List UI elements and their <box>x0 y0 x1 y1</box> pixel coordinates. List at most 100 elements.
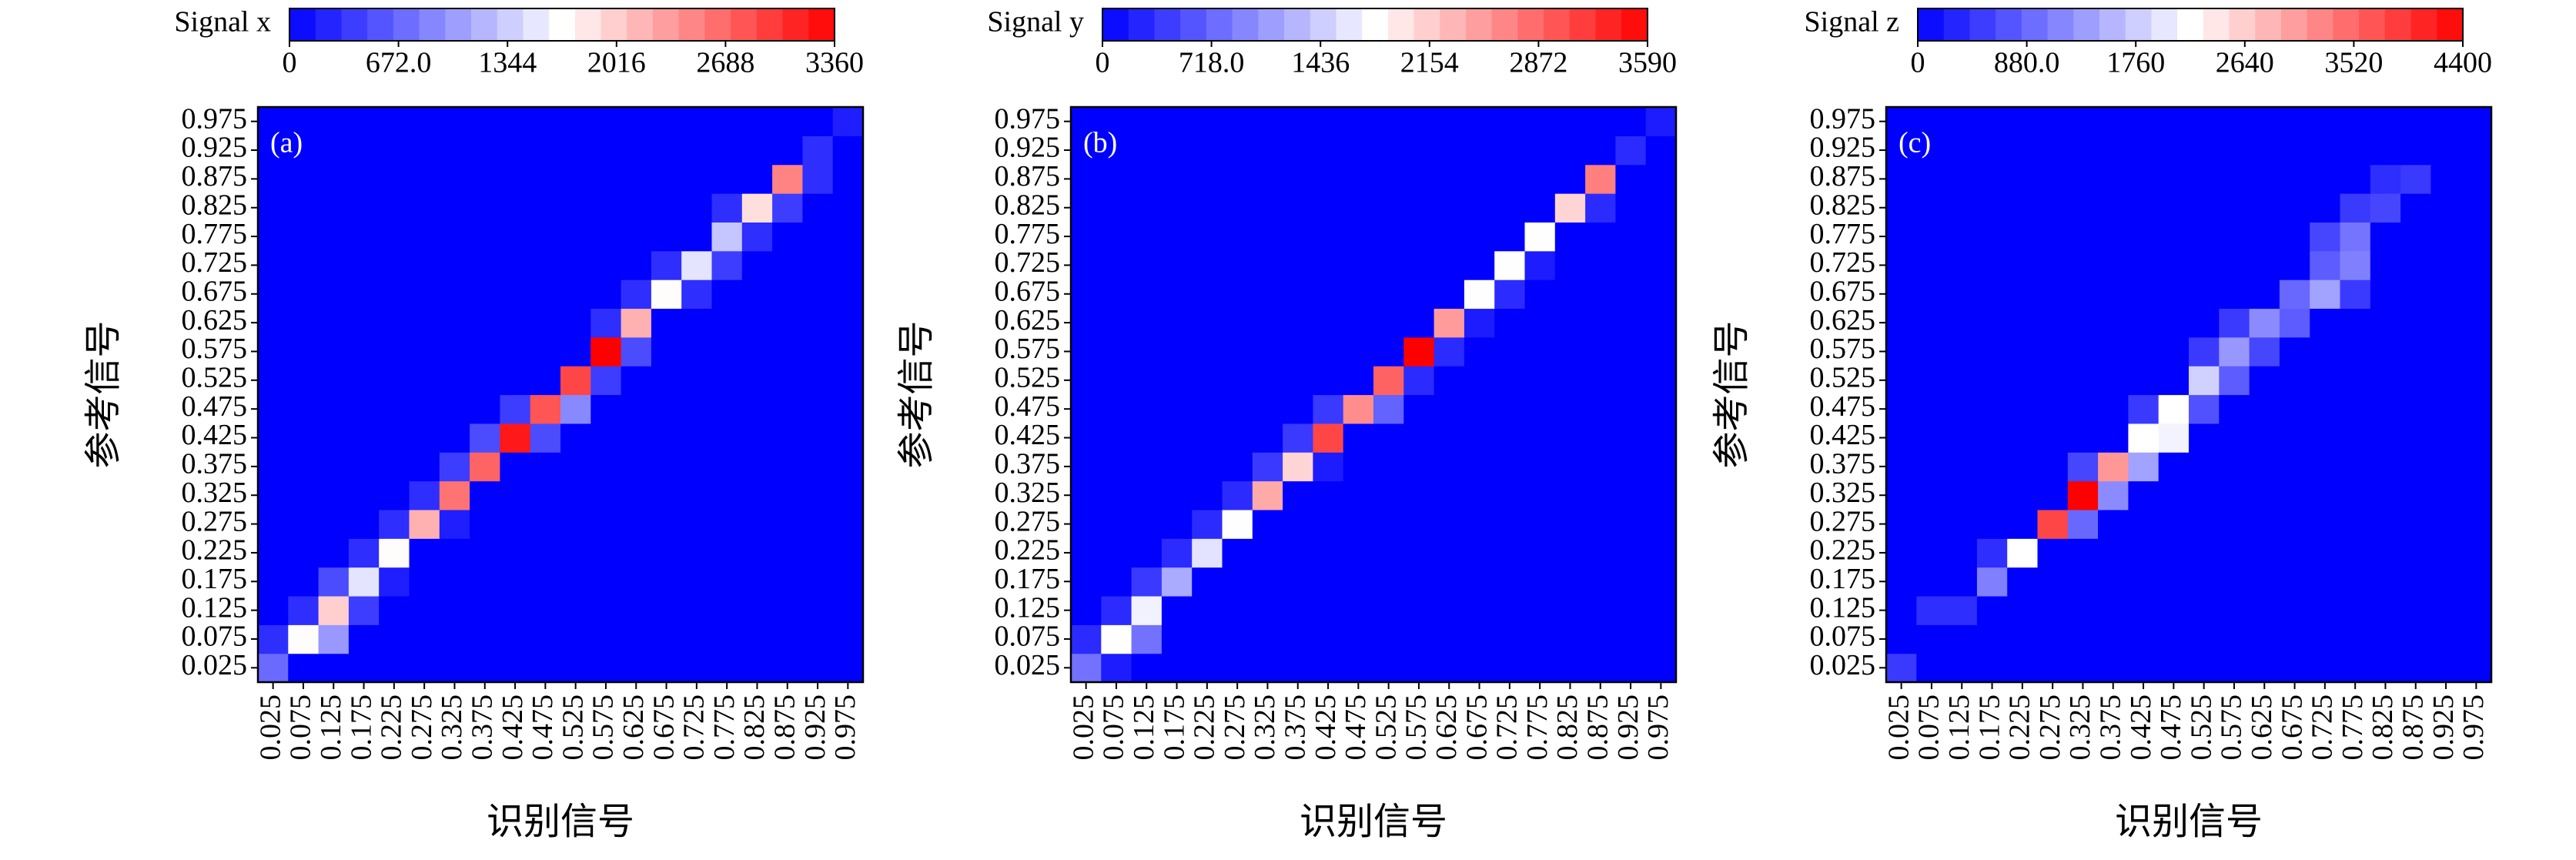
heatmap-cell <box>500 653 531 683</box>
heatmap-cell <box>2007 193 2039 223</box>
heatmap-cell <box>1101 452 1132 482</box>
heatmap-cell <box>379 595 410 625</box>
heatmap-cell <box>1343 653 1374 683</box>
heatmap-cell <box>832 538 864 568</box>
heatmap-cell <box>711 653 743 683</box>
heatmap-cell <box>1131 509 1163 539</box>
colorbar-step <box>2203 8 2230 41</box>
heatmap-cell <box>2037 423 2069 453</box>
x-tick-label: 0.075 <box>1098 694 1130 761</box>
heatmap-cell <box>802 308 834 338</box>
heatmap-cell <box>1494 336 1526 366</box>
heatmap-cell <box>2189 509 2220 539</box>
heatmap-cell <box>2461 279 2492 310</box>
colorbar-step <box>2255 8 2282 41</box>
colorbar-step <box>574 8 602 41</box>
heatmap-cell <box>2430 366 2462 396</box>
heatmap-cell <box>1252 538 1283 568</box>
heatmap-cell <box>1283 423 1313 453</box>
heatmap-cell <box>1283 480 1313 510</box>
heatmap-cell <box>1976 538 2008 568</box>
heatmap-cell <box>379 452 410 482</box>
heatmap-cell <box>2128 653 2159 683</box>
heatmap-cell <box>318 107 350 136</box>
x-tick-label: 0.675 <box>1460 694 1493 761</box>
heatmap-cell <box>318 366 350 396</box>
heatmap-cell <box>2189 193 2220 223</box>
heatmap-cell <box>1403 336 1435 366</box>
heatmap-cell <box>2340 308 2371 338</box>
y-tick-label: 0.375 <box>995 448 1061 480</box>
x-tick-label: 0.175 <box>1973 694 2006 761</box>
heatmap-cell <box>1403 279 1435 310</box>
y-tick-label: 0.425 <box>182 419 248 451</box>
heatmap-cell <box>2219 624 2250 654</box>
heatmap-cell <box>1222 423 1253 453</box>
heatmap-cell <box>500 308 531 338</box>
heatmap-cell <box>258 394 289 424</box>
heatmap-cell <box>621 366 652 396</box>
heatmap-cell <box>1161 193 1193 223</box>
colorbar-step <box>627 8 654 41</box>
heatmap-cell <box>2461 595 2492 625</box>
heatmap-cell <box>439 653 470 683</box>
heatmap-cell <box>590 336 622 366</box>
heatmap-cell <box>1976 136 2008 166</box>
heatmap-cell <box>470 250 500 280</box>
heatmap-cell <box>348 653 380 683</box>
heatmap-cell <box>1916 394 1948 424</box>
heatmap-cell <box>681 136 713 166</box>
heatmap-cell <box>1615 653 1647 683</box>
heatmap-cell <box>439 480 470 510</box>
heatmap-cell <box>2128 193 2159 223</box>
heatmap-cell <box>439 624 470 654</box>
heatmap-cell <box>379 250 410 280</box>
heatmap-cell <box>348 366 380 396</box>
heatmap-cell <box>2340 222 2371 252</box>
heatmap-cell <box>1886 595 1917 625</box>
heatmap-cell <box>530 136 561 166</box>
y-tick-label: 0.275 <box>182 505 248 537</box>
colorbar-step <box>471 8 498 41</box>
heatmap-cell <box>560 366 591 396</box>
heatmap-cell <box>379 107 410 136</box>
heatmap-cell <box>1071 595 1102 625</box>
heatmap-cell <box>530 250 561 280</box>
colorbar-step <box>1206 8 1233 41</box>
heatmap-cell <box>439 164 470 194</box>
heatmap-cell <box>802 279 834 310</box>
y-tick-label: 0.825 <box>1810 189 1876 221</box>
heatmap-cell <box>2400 366 2431 396</box>
heatmap-cell <box>711 452 743 482</box>
heatmap-cell <box>802 624 834 654</box>
heatmap-cell <box>530 222 561 252</box>
heatmap-cell <box>1946 480 1978 510</box>
heatmap-cell <box>439 308 470 338</box>
heatmap-cell <box>1373 538 1404 568</box>
heatmap-cell <box>560 509 591 539</box>
heatmap-cell <box>470 164 500 194</box>
heatmap-cell <box>1946 336 1978 366</box>
heatmap-cell <box>1403 423 1435 453</box>
heatmap-cell <box>1464 250 1495 280</box>
heatmap-cell <box>802 480 834 510</box>
heatmap-cell <box>2189 336 2220 366</box>
colorbar-tick-label: 3520 <box>2324 47 2383 79</box>
heatmap-cell <box>1161 509 1193 539</box>
x-tick-label: 0.525 <box>2185 694 2217 761</box>
heatmap-cell <box>2370 279 2401 310</box>
heatmap-cell <box>409 308 440 338</box>
heatmap-cell <box>2037 279 2069 310</box>
colorbar-step <box>731 8 758 41</box>
x-tick-label: 0.825 <box>2367 694 2399 761</box>
heatmap-cell <box>1615 452 1647 482</box>
heatmap-cell <box>288 394 319 424</box>
heatmap-cell <box>2219 164 2250 194</box>
x-axis-label: 识别信号 <box>2115 801 2263 842</box>
heatmap-cell <box>1161 136 1193 166</box>
heatmap-cell <box>1222 250 1253 280</box>
heatmap-cell <box>500 336 531 366</box>
heatmap-cell <box>590 250 622 280</box>
heatmap-cell <box>470 653 500 683</box>
heatmap-cell <box>2279 336 2310 366</box>
